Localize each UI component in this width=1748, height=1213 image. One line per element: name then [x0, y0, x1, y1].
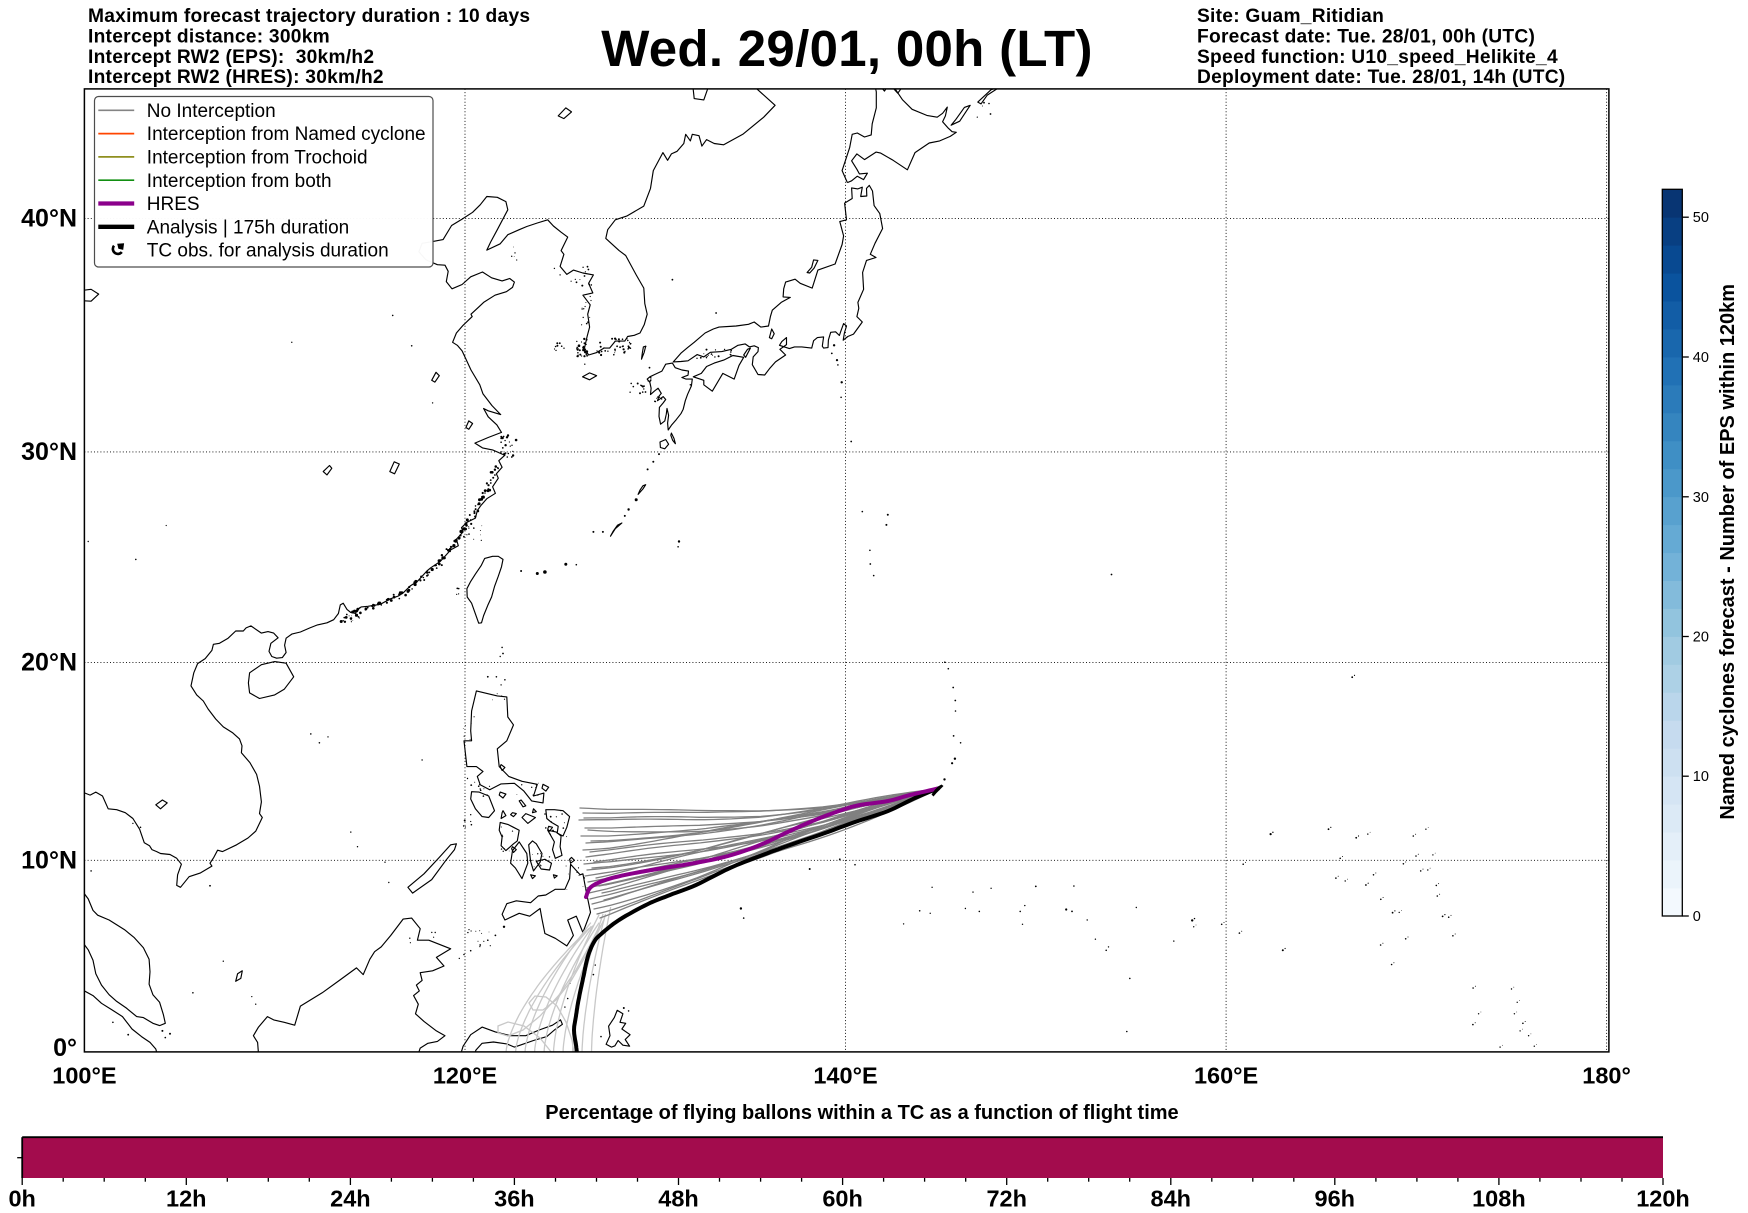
svg-text:50: 50 — [1693, 210, 1709, 226]
svg-text:12h: 12h — [166, 1185, 207, 1211]
svg-text:0: 0 — [1693, 909, 1701, 925]
svg-text:30°N: 30°N — [21, 438, 77, 466]
svg-text:Site: Guam_Ritidian: Site: Guam_Ritidian — [1197, 6, 1384, 27]
svg-text:Interception from both: Interception from both — [147, 171, 332, 192]
svg-text:Analysis | 175h duration: Analysis | 175h duration — [147, 217, 349, 238]
svg-text:160°E: 160°E — [1194, 1063, 1258, 1089]
svg-text:72h: 72h — [986, 1185, 1027, 1211]
svg-text:60h: 60h — [822, 1185, 863, 1211]
svg-text:0°: 0° — [53, 1034, 77, 1062]
svg-text:Deployment date: Tue. 28/01, 1: Deployment date: Tue. 28/01, 14h (UTC) — [1197, 67, 1565, 88]
svg-text:No Interception: No Interception — [147, 101, 276, 122]
svg-text:Intercept RW2 (HRES): 30km/h2: Intercept RW2 (HRES): 30km/h2 — [88, 67, 384, 88]
svg-text:40°N: 40°N — [21, 205, 77, 233]
svg-text:120°E: 120°E — [433, 1063, 497, 1089]
svg-text:Interception from Trochoid: Interception from Trochoid — [147, 148, 368, 169]
svg-text:Percentage of flying ballons w: Percentage of flying ballons within a TC… — [545, 1102, 1178, 1124]
svg-text:48h: 48h — [658, 1185, 699, 1211]
svg-text:Intercept distance: 300km: Intercept distance: 300km — [88, 26, 330, 47]
svg-text:Maximum forecast trajectory du: Maximum forecast trajectory duration : 1… — [88, 6, 530, 27]
svg-text:140°E: 140°E — [813, 1063, 877, 1089]
svg-text:Interception from Named cyclon: Interception from Named cyclone — [147, 124, 426, 145]
svg-text:Named cyclones forecast - Numb: Named cyclones forecast - Number of EPS … — [1717, 284, 1739, 820]
svg-text:0h: 0h — [8, 1185, 35, 1211]
svg-text:10: 10 — [1693, 769, 1709, 785]
svg-text:10°N: 10°N — [21, 846, 77, 874]
svg-text:40: 40 — [1693, 350, 1709, 366]
svg-text:100°E: 100°E — [52, 1063, 116, 1089]
svg-text:20: 20 — [1693, 630, 1709, 646]
svg-text:Forecast date: Tue. 28/01, 00h: Forecast date: Tue. 28/01, 00h (UTC) — [1197, 26, 1535, 47]
svg-text:120h: 120h — [1636, 1185, 1690, 1211]
svg-text:HRES: HRES — [147, 194, 200, 215]
svg-text:Wed. 29/01, 00h (LT): Wed. 29/01, 00h (LT) — [601, 20, 1093, 77]
svg-text:Intercept RW2 (EPS): 30km/h2: Intercept RW2 (EPS): 30km/h2 — [88, 47, 374, 68]
svg-text:Speed function: U10_speed_Heli: Speed function: U10_speed_Helikite_4 — [1197, 47, 1558, 68]
svg-text:36h: 36h — [494, 1185, 535, 1211]
svg-text:108h: 108h — [1472, 1185, 1526, 1211]
svg-text:30: 30 — [1693, 490, 1709, 506]
svg-text:20°N: 20°N — [21, 649, 77, 677]
svg-text:84h: 84h — [1151, 1185, 1192, 1211]
svg-text:24h: 24h — [330, 1185, 371, 1211]
svg-text:96h: 96h — [1315, 1185, 1356, 1211]
svg-text:180°: 180° — [1582, 1063, 1631, 1089]
svg-text:TC obs. for analysis duration: TC obs. for analysis duration — [147, 241, 389, 262]
